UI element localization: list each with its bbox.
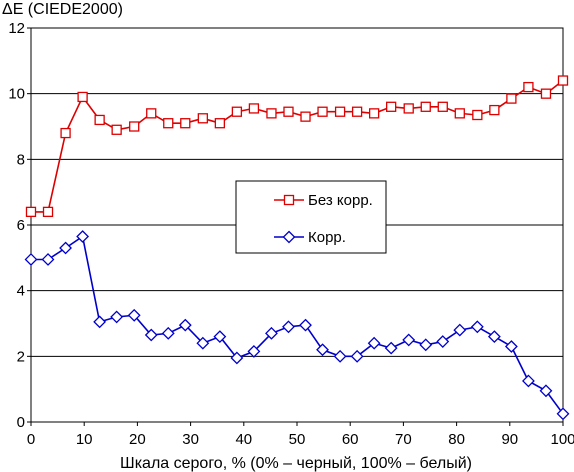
data-point (334, 106, 346, 117)
x-tick-label: 70 (395, 431, 412, 448)
data-point (489, 104, 500, 116)
data-point (93, 315, 107, 329)
data-point (42, 206, 54, 218)
data-point (299, 318, 312, 332)
data-point (144, 328, 158, 342)
y-tick-label: 4 (17, 283, 25, 300)
data-point (94, 114, 105, 126)
data-point (146, 108, 157, 119)
data-point (25, 206, 37, 218)
data-point (437, 101, 448, 112)
data-point (161, 326, 175, 340)
x-tick-label: 80 (448, 431, 465, 448)
data-point (41, 253, 55, 266)
data-point (247, 344, 261, 358)
series-corrected (24, 230, 570, 421)
legend-box (235, 180, 387, 254)
data-point (504, 340, 518, 353)
data-point (197, 113, 208, 124)
data-point (265, 326, 278, 340)
x-tick-label: 10 (76, 431, 93, 448)
data-point (110, 310, 124, 324)
series-layer (24, 75, 570, 421)
data-point (506, 93, 517, 104)
data-point (420, 101, 431, 112)
data-point (283, 194, 295, 206)
data-point (470, 320, 484, 334)
x-tick-label: 60 (342, 431, 359, 448)
data-point (367, 336, 381, 350)
data-point (316, 343, 329, 357)
x-tick-label: 50 (289, 431, 306, 448)
data-point (368, 108, 380, 119)
data-point (556, 407, 570, 421)
data-point (213, 330, 227, 344)
data-point (350, 349, 364, 363)
x-tick-label: 90 (501, 431, 518, 448)
data-point (317, 106, 328, 117)
data-point (282, 230, 296, 244)
data-point (453, 323, 467, 337)
data-point (436, 335, 450, 348)
data-point (386, 101, 397, 112)
legend-label: Корр. (308, 229, 346, 246)
data-point (178, 318, 192, 332)
data-point (522, 374, 535, 388)
data-point (454, 108, 465, 119)
legend-label: Без корр. (308, 192, 373, 209)
data-point (539, 384, 553, 398)
data-point (248, 103, 260, 114)
y-tick-label: 0 (17, 414, 25, 431)
data-point (472, 109, 483, 121)
data-point (24, 253, 38, 266)
y-tick-label: 6 (17, 217, 25, 234)
series-line (31, 235, 564, 415)
x-axis: 0 10 20 30 40 50 60 70 80 90 100 (27, 422, 574, 448)
data-point (557, 75, 569, 86)
legend: Без корр. Корр. (235, 180, 387, 254)
x-tick-label: 0 (27, 431, 35, 448)
data-point (300, 111, 311, 122)
legend-item: Без корр. (274, 192, 373, 209)
data-point (76, 230, 90, 243)
data-point (127, 308, 141, 322)
data-point (487, 330, 501, 344)
data-point (60, 127, 71, 139)
data-point (402, 333, 416, 347)
x-axis-label: Шкала серого, % (0% – черный, 100% – бел… (120, 455, 472, 472)
data-point (384, 341, 398, 355)
y-tick-label: 10 (8, 86, 25, 103)
y-axis-label: ΔE (CIEDE2000) (2, 1, 123, 18)
data-point (163, 118, 174, 129)
data-point (333, 349, 347, 363)
data-point (283, 106, 294, 117)
data-point (129, 121, 140, 132)
data-point (59, 241, 72, 255)
data-point (196, 336, 210, 350)
y-tick-label: 8 (17, 151, 25, 168)
data-point (214, 118, 226, 129)
y-axis: 0 2 4 6 8 10 12 (8, 20, 31, 431)
x-tick-label: 100 (550, 431, 574, 448)
data-point (523, 81, 534, 93)
x-tick-label: 30 (182, 431, 199, 448)
data-point (351, 106, 363, 117)
data-point (231, 106, 243, 117)
data-point (111, 124, 122, 135)
x-tick-label: 20 (129, 431, 146, 448)
data-point (266, 108, 277, 119)
data-point (230, 351, 244, 365)
series-uncorrected (25, 75, 569, 218)
legend-item: Корр. (274, 229, 346, 246)
data-point (540, 88, 552, 99)
data-point (282, 320, 295, 334)
y-tick-label: 2 (17, 348, 25, 365)
x-tick-label: 40 (235, 431, 252, 448)
y-tick-label: 12 (8, 20, 25, 37)
data-point (403, 103, 414, 114)
data-point (77, 91, 88, 103)
data-point (419, 338, 433, 352)
data-point (180, 118, 191, 129)
